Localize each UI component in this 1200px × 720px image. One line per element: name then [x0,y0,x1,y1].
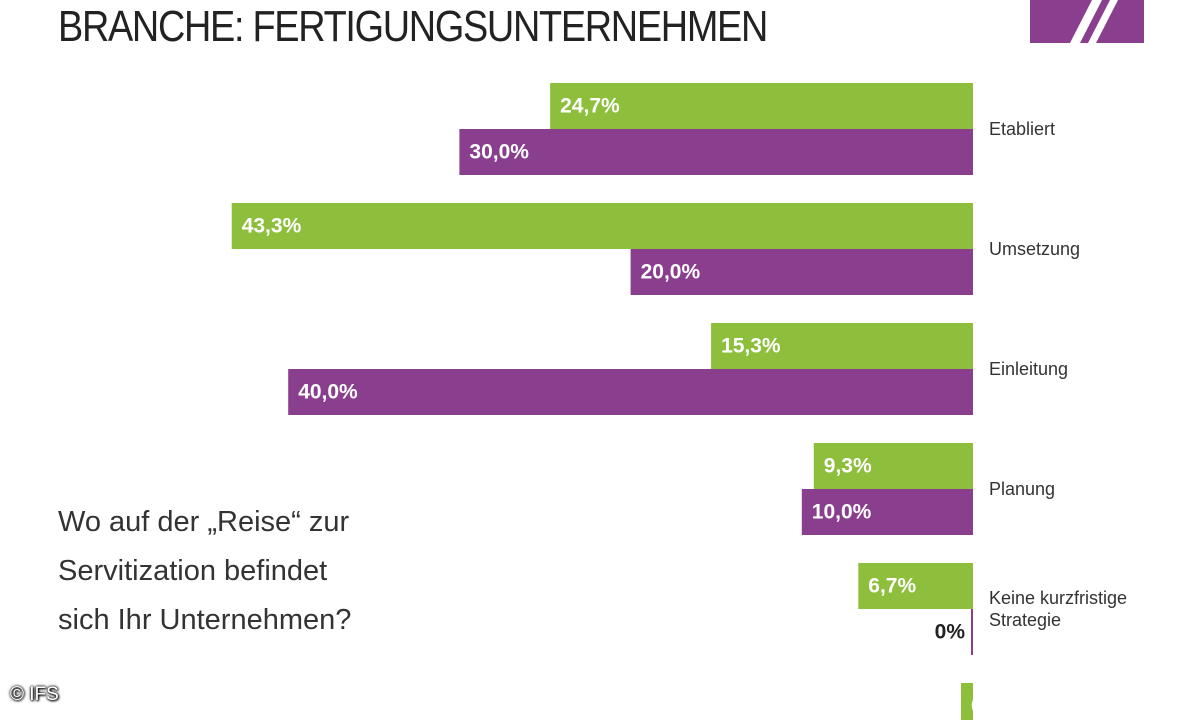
category-label-3: Einleitung [989,359,1068,379]
question-line-2: Servitization befindet [58,555,328,587]
survey-question: Wo auf der „Reise“ zur Servitization bef… [58,498,478,645]
bar-purple-4 [801,489,973,535]
bar-green-4 [813,443,973,489]
bar-purple-5 [971,609,973,655]
category-label-5-line-1: Keine kurzfristige [989,588,1127,608]
bar-purple-3 [288,369,973,415]
data-label-green-3: 15,3% [721,335,781,358]
bar-purple-2 [630,249,973,295]
bar-green-1 [550,83,973,129]
bar-green-3 [711,323,973,369]
copyright-notice: © IFS [10,684,59,705]
question-line-3: sich Ihr Unternehmen? [58,604,352,636]
data-label-purple-3: 40,0% [298,381,358,404]
category-label-1-line-1: Etabliert [989,119,1055,139]
logo-stripe-2 [1088,0,1118,43]
data-label-green-6: 0,7% [971,695,1019,718]
data-label-purple-2: 20,0% [641,261,701,284]
bar-green-2 [231,203,974,249]
data-label-green-1: 24,7% [560,95,620,118]
data-label-purple-1: 30,0% [469,141,529,164]
data-label-green-5: 6,7% [868,575,916,598]
data-label-purple-4: 10,0% [812,501,872,524]
question-line-1: Wo auf der „Reise“ zur [58,506,350,538]
category-label-3-line-1: Einleitung [989,359,1068,379]
data-label-purple-5: 0% [935,621,966,644]
category-label-2: Umsetzung [989,239,1080,259]
brand-logo [1030,0,1144,43]
logo-stripe-1 [1070,0,1102,43]
category-label-4-line-1: Planung [989,479,1055,499]
bar-green-5 [858,563,973,609]
chart-title: BRANCHE: FERTIGUNGSUNTERNEHMEN [58,2,768,51]
category-label-5: Keine kurzfristige Strategie [989,588,1127,630]
data-label-green-2: 43,3% [242,215,302,238]
category-label-2-line-1: Umsetzung [989,239,1080,259]
bar-purple-1 [459,129,973,175]
category-label-5-line-2: Strategie [989,610,1061,630]
data-label-green-4: 9,3% [824,455,872,478]
bar-green-6 [961,683,973,720]
category-label-1: Etabliert [989,119,1055,139]
category-label-4: Planung [989,479,1055,499]
